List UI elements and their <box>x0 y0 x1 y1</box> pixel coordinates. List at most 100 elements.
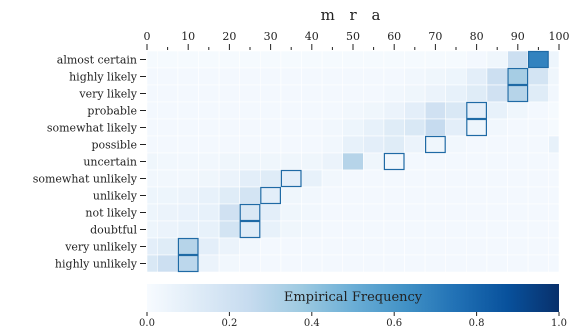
heatmap-cell <box>146 237 158 256</box>
heatmap-cell <box>157 67 179 86</box>
heatmap-cell <box>259 118 282 137</box>
heatmap-cell <box>465 50 488 69</box>
heatmap-cell <box>424 152 447 171</box>
heatmap-cell <box>259 152 282 171</box>
heatmap-cell <box>465 84 488 103</box>
x-tick-label: 80 <box>470 30 484 43</box>
heatmap-cell <box>527 152 549 171</box>
heatmap-cell <box>157 50 179 69</box>
heatmap-cell <box>424 220 447 239</box>
heatmap-cell <box>507 220 529 239</box>
heatmap-cell <box>218 237 241 256</box>
heatmap-cell <box>486 67 508 86</box>
heatmap-cell <box>321 169 344 188</box>
highlight-cell <box>466 101 487 120</box>
heatmap-cell <box>486 84 508 103</box>
heatmap-cell <box>198 50 220 69</box>
y-axis: almost certain highly likely very likely pr… <box>33 54 146 271</box>
heatmap-cell <box>486 135 508 154</box>
heatmap-cell <box>362 67 385 86</box>
heatmap-cell <box>383 50 405 69</box>
heatmap-cell <box>445 186 467 205</box>
heatmap-cell <box>548 220 560 239</box>
heatmap-cell <box>177 152 199 171</box>
heatmap-cell <box>445 220 467 239</box>
heatmap-cell <box>424 203 447 222</box>
colorbar-ticks: 0.0 0.2 0.4 0.6 0.8 1.0 <box>139 312 567 329</box>
heatmap-cell <box>507 169 529 188</box>
heatmap-cell <box>486 50 508 69</box>
highlight-cell <box>239 203 261 222</box>
heatmap-cell <box>321 203 344 222</box>
heatmap-cell <box>362 203 385 222</box>
heatmap-cell <box>259 186 282 205</box>
heatmap-cell <box>507 101 529 120</box>
heatmap-cell <box>259 135 282 154</box>
chart-title: m r a <box>321 6 386 24</box>
heatmap-cell <box>465 152 488 171</box>
heatmap-cell <box>548 186 560 205</box>
x-tick-label: 40 <box>305 30 319 43</box>
x-axis: 0 10 20 30 40 50 60 70 80 90 100 <box>144 30 570 50</box>
heatmap-cell <box>383 118 405 137</box>
heatmap-cell <box>239 254 261 273</box>
heatmap-cell <box>424 254 447 273</box>
heatmap-cell <box>527 237 549 256</box>
heatmap-cell <box>177 50 199 69</box>
highlight-cell <box>177 254 199 273</box>
heatmap-cell <box>198 237 220 256</box>
heatmap-cell <box>486 220 508 239</box>
heatmap-cell <box>548 118 560 137</box>
heatmap-cell <box>157 169 179 188</box>
heatmap-cell <box>218 50 241 69</box>
highlight-cells <box>177 50 549 273</box>
heatmap-cell <box>259 169 282 188</box>
heatmap-cell <box>301 220 323 239</box>
heatmap-cell <box>507 67 529 86</box>
heatmap-cell <box>507 203 529 222</box>
heatmap-cell <box>362 152 385 171</box>
heatmap-cell <box>321 220 344 239</box>
heatmap-cell <box>321 135 344 154</box>
heatmap-cell <box>301 254 323 273</box>
heatmap-cell <box>424 135 447 154</box>
heatmap-cell <box>507 118 529 137</box>
heatmap-cell <box>527 186 549 205</box>
heatmap-cell <box>362 135 385 154</box>
heatmap-cell <box>362 237 385 256</box>
heatmap-cell <box>486 169 508 188</box>
heatmap-cell <box>548 135 560 154</box>
heatmap-cell <box>301 203 323 222</box>
highlight-cell <box>507 84 529 103</box>
heatmap-cell <box>218 67 241 86</box>
heatmap-cell <box>424 118 447 137</box>
heatmap-cell <box>280 220 302 239</box>
heatmap-cell <box>445 118 467 137</box>
heatmap-cell <box>146 186 158 205</box>
heatmap-cell <box>527 203 549 222</box>
heatmap-cell <box>362 84 385 103</box>
heatmap-cell <box>177 67 199 86</box>
x-tick-label: 60 <box>387 30 401 43</box>
heatmap-cell <box>507 84 529 103</box>
heatmap-cell <box>177 118 199 137</box>
heatmap-cell <box>280 152 302 171</box>
heatmap-cell <box>404 220 426 239</box>
heatmap-cell <box>146 220 158 239</box>
heatmap-cell <box>218 169 241 188</box>
heatmap-cell <box>342 50 364 69</box>
heatmap-cell <box>362 220 385 239</box>
heatmap-cell <box>548 101 560 120</box>
heatmap-cell <box>301 118 323 137</box>
heatmap-cell <box>321 152 344 171</box>
heatmap-cells <box>146 50 560 273</box>
row-label: somewhat unlikely <box>33 173 138 186</box>
x-tick-label: 0 <box>144 30 151 43</box>
row-label: probable <box>87 105 137 118</box>
heatmap-cell <box>259 220 282 239</box>
heatmap-cell <box>527 135 549 154</box>
heatmap-cell <box>342 84 364 103</box>
heatmap-cell <box>280 84 302 103</box>
heatmap-cell <box>486 203 508 222</box>
heatmap-cell <box>177 220 199 239</box>
